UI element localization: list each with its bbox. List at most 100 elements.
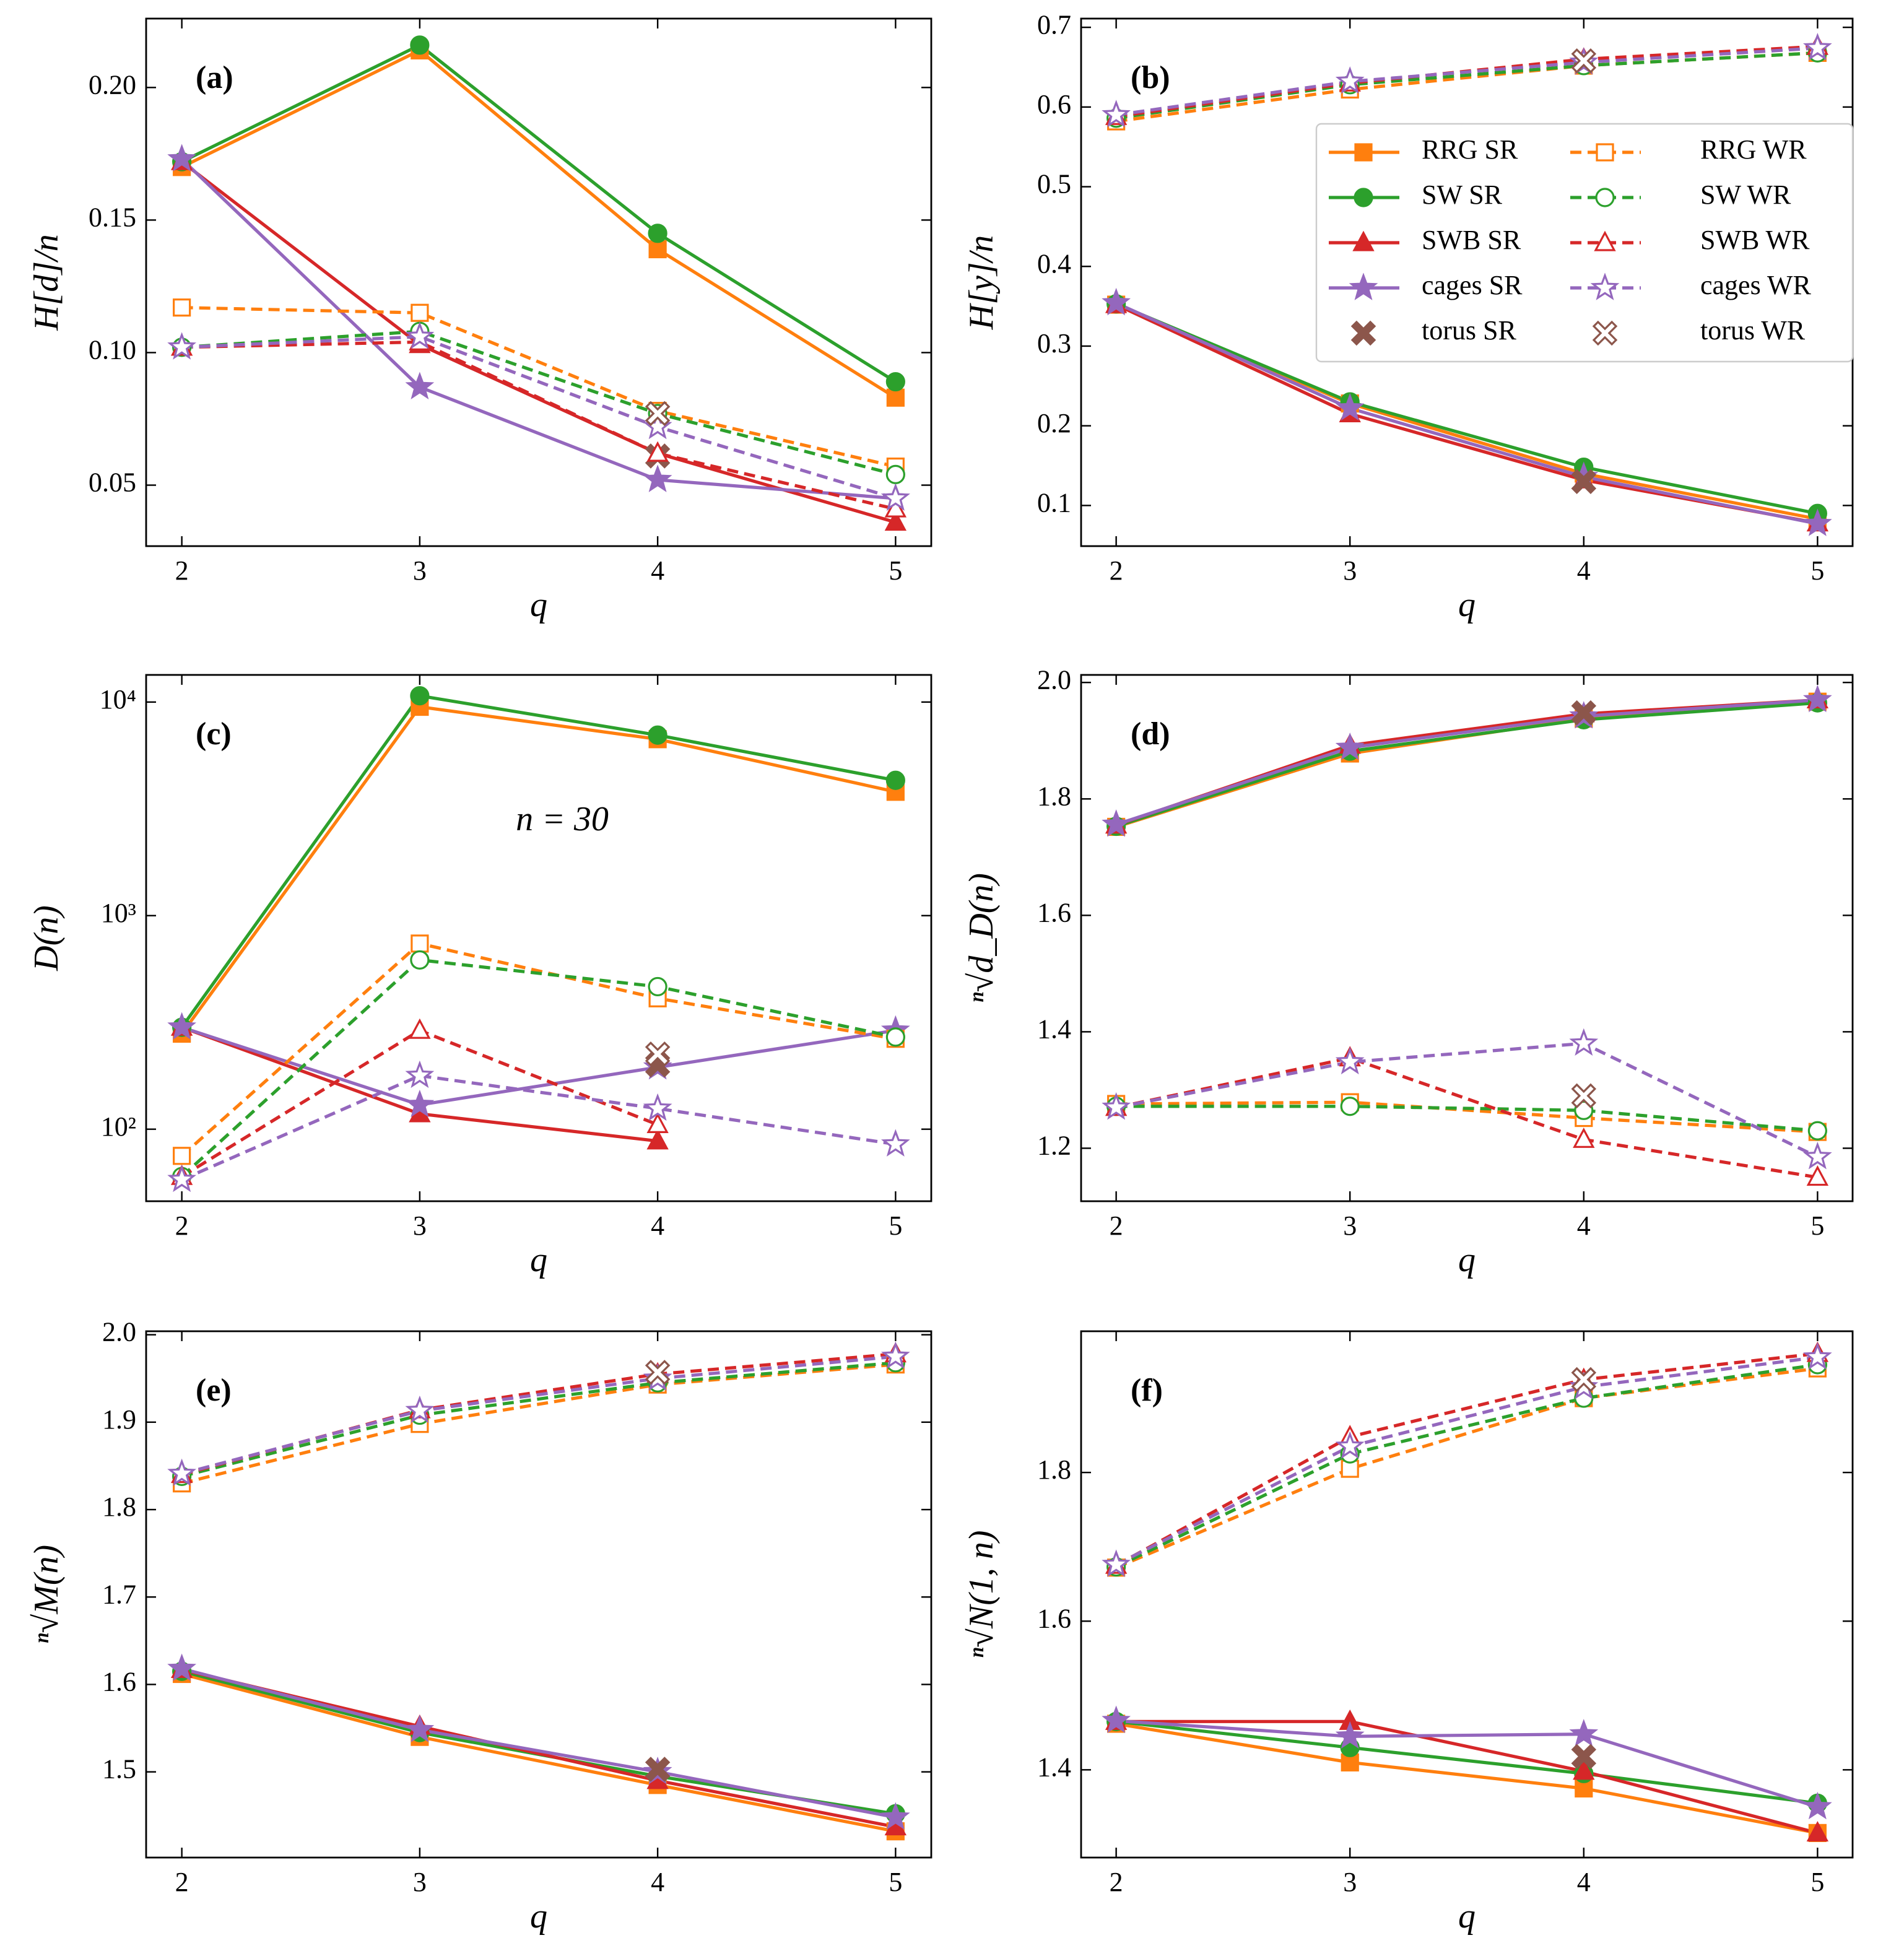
marker xyxy=(411,303,429,322)
marker xyxy=(167,144,197,172)
y-tick-label: 1.6 xyxy=(1037,897,1071,928)
series-line xyxy=(181,1355,896,1476)
y-axis-label: ⁿ√N(1, n) xyxy=(962,1530,1001,1658)
series-line xyxy=(1115,1363,1818,1568)
marker xyxy=(1335,393,1365,421)
marker xyxy=(1806,1820,1829,1841)
marker xyxy=(885,372,905,392)
y-tick-label: 1.7 xyxy=(102,1579,136,1609)
y-tick-label: 0.20 xyxy=(89,69,136,100)
marker xyxy=(648,224,667,243)
x-tick-label: 2 xyxy=(1110,1867,1123,1897)
legend: RRG SR SW SR SWB SR cages SR torus SR RRG WR S… xyxy=(1315,123,1854,363)
x-tick-label: 2 xyxy=(1110,555,1123,586)
legend-label: cages SR xyxy=(1422,270,1523,300)
marker xyxy=(167,1012,197,1040)
panel-label: (e) xyxy=(196,1373,232,1408)
x-tick-label: 2 xyxy=(175,1867,189,1897)
y-tick-label: 0.3 xyxy=(1037,328,1071,359)
marker xyxy=(646,1112,669,1133)
series-line xyxy=(1115,700,1818,828)
series-line xyxy=(181,1025,658,1143)
panel: 2 3 4 5 10² 10³ 10⁴ (c) q D(n) n = 30 xyxy=(27,674,932,1279)
legend-box xyxy=(1315,123,1854,363)
series-line xyxy=(180,958,896,1178)
plot-frame xyxy=(1080,1330,1854,1859)
series-line xyxy=(1115,302,1818,526)
panel-label: (b) xyxy=(1131,60,1170,95)
x-tick-label: 3 xyxy=(1343,555,1357,586)
marker xyxy=(1340,1097,1360,1116)
marker xyxy=(1802,508,1832,536)
series-line xyxy=(180,705,896,1035)
marker xyxy=(1335,1046,1365,1075)
marker xyxy=(645,1360,671,1385)
marker xyxy=(173,298,191,317)
x-tick-label: 4 xyxy=(651,1867,664,1897)
marker xyxy=(1102,100,1131,128)
series-line xyxy=(181,1667,896,1829)
series-line xyxy=(181,1669,896,1815)
marker xyxy=(1102,1092,1131,1120)
x-axis-label: q xyxy=(530,1241,547,1279)
marker xyxy=(884,510,907,531)
series-line xyxy=(1116,1719,1819,1835)
marker xyxy=(1802,1791,1832,1820)
marker xyxy=(1335,1721,1365,1749)
legend-label: torus WR xyxy=(1700,315,1806,346)
series-line xyxy=(180,158,896,500)
legend-label: SWB WR xyxy=(1700,225,1810,255)
x-tick-label: 5 xyxy=(1811,555,1824,586)
series-line xyxy=(181,340,896,511)
series-line xyxy=(181,1672,896,1833)
series-line xyxy=(1116,1722,1818,1835)
y-tick-label: 1.2 xyxy=(1037,1131,1071,1161)
series-line xyxy=(1116,1100,1818,1134)
plot-frame xyxy=(145,17,932,547)
marker xyxy=(646,1129,669,1150)
series-line xyxy=(1115,1367,1818,1570)
plot-frame xyxy=(145,1330,932,1859)
x-tick-label: 2 xyxy=(1110,1211,1123,1241)
marker xyxy=(1102,1549,1131,1577)
x-tick-label: 4 xyxy=(1577,555,1591,586)
y-tick-label: 10² xyxy=(101,1111,136,1142)
marker xyxy=(411,934,429,953)
marker xyxy=(1569,1028,1599,1056)
y-axis-label: H[y]/n xyxy=(962,235,1001,330)
y-axis-label: H[d]/n xyxy=(27,234,66,331)
y-tick-label: 1.4 xyxy=(1037,1752,1071,1782)
series-line xyxy=(1115,701,1818,828)
marker xyxy=(1594,230,1616,251)
marker xyxy=(880,1341,910,1369)
marker xyxy=(1574,1100,1594,1120)
legend-label: SWB SR xyxy=(1422,225,1521,255)
marker xyxy=(1595,188,1615,207)
y-tick-label: 2.0 xyxy=(102,1317,136,1347)
y-tick-label: 10³ xyxy=(101,898,136,928)
marker xyxy=(1802,33,1832,61)
marker xyxy=(405,1715,435,1742)
series-line xyxy=(180,693,896,1028)
panel-label: (f) xyxy=(1131,1373,1163,1408)
x-tick-label: 3 xyxy=(1343,1867,1357,1897)
series-line xyxy=(1115,698,1818,827)
series-line xyxy=(181,1363,896,1485)
marker xyxy=(1335,66,1365,94)
series-line xyxy=(1116,46,1818,117)
panel: 2 3 4 5 1.4 1.6 1.8 (f) q ⁿ√N(1, n) xyxy=(962,1330,1854,1936)
marker xyxy=(409,1018,431,1039)
y-tick-label: 1.8 xyxy=(102,1492,136,1522)
x-axis-label: q xyxy=(1458,586,1476,624)
y-tick-label: 1.6 xyxy=(102,1667,136,1697)
series-line xyxy=(1115,302,1818,515)
legend-label: RRG SR xyxy=(1422,134,1518,165)
marker xyxy=(1571,1744,1597,1769)
series-line xyxy=(181,43,897,383)
series-line xyxy=(1115,698,1818,827)
y-tick-label: 0.6 xyxy=(1037,89,1071,120)
y-tick-label: 0.2 xyxy=(1037,408,1071,438)
marker xyxy=(405,1089,435,1118)
y-tick-label: 0.7 xyxy=(1037,9,1071,40)
x-tick-label: 5 xyxy=(889,1867,902,1897)
